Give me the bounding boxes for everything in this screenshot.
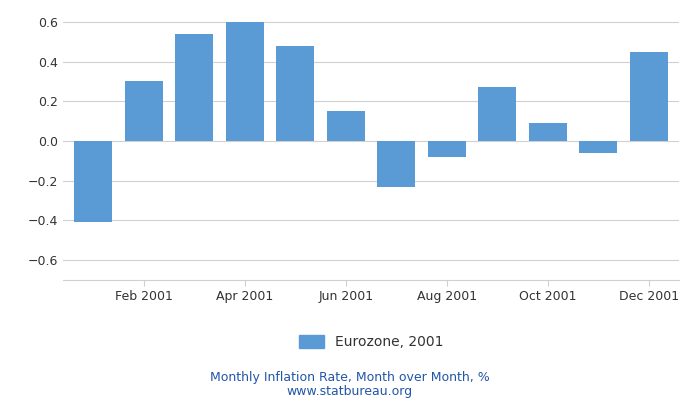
Bar — [528, 123, 567, 141]
Bar — [327, 111, 365, 141]
Text: www.statbureau.org: www.statbureau.org — [287, 385, 413, 398]
Bar — [428, 141, 466, 157]
Bar — [478, 88, 516, 141]
Bar — [580, 141, 617, 153]
Bar — [125, 82, 162, 141]
Bar — [630, 52, 668, 141]
Text: Monthly Inflation Rate, Month over Month, %: Monthly Inflation Rate, Month over Month… — [210, 372, 490, 384]
Bar — [226, 22, 264, 141]
Legend: Eurozone, 2001: Eurozone, 2001 — [293, 330, 449, 355]
Bar — [74, 141, 112, 222]
Bar — [377, 141, 415, 187]
Bar — [276, 46, 314, 141]
Bar — [175, 34, 214, 141]
